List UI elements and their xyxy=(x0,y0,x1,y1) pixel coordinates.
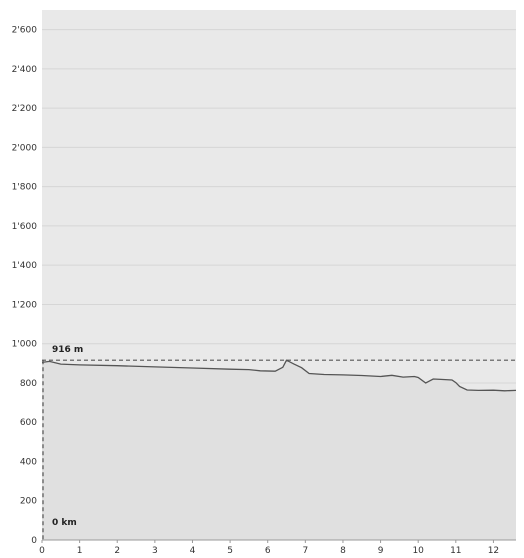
y-tick-label: 1'000 xyxy=(12,340,38,350)
x-tick-label: 9 xyxy=(378,546,384,556)
x-tick-label: 6 xyxy=(265,546,271,556)
x-tick-label: 5 xyxy=(227,546,233,556)
elevation-area xyxy=(42,360,516,540)
x-tick-label: 8 xyxy=(340,546,346,556)
y-tick-label: 0 xyxy=(31,536,37,546)
y-tick-label: 600 xyxy=(20,418,37,428)
y-tick-label: 1'600 xyxy=(12,222,38,232)
y-tick-label: 200 xyxy=(20,497,37,507)
x-tick-label: 2 xyxy=(114,546,120,556)
y-tick-label: 1'400 xyxy=(12,261,38,271)
y-tick-label: 1'800 xyxy=(12,183,38,193)
x-tick-label: 1 xyxy=(77,546,83,556)
x-tick-label: 7 xyxy=(302,546,308,556)
elevation-line xyxy=(41,359,517,392)
y-tick-label: 400 xyxy=(20,457,37,467)
x-axis-ticks: 0 1 2 3 4 5 6 7 8 9 10 11 12 xyxy=(39,540,499,556)
y-tick-label: 2'200 xyxy=(12,104,38,114)
y-axis-ticks: 0 200 400 600 800 1'000 1'200 1'400 1'600 1'800 2'… xyxy=(12,26,38,546)
y-tick-label: 2'600 xyxy=(12,26,38,36)
grid-lines xyxy=(42,29,516,502)
x-tick-label: 0 xyxy=(39,546,45,556)
x-tick-label: 11 xyxy=(450,546,461,556)
x-tick-label: 10 xyxy=(412,546,424,556)
x-tick-label: 3 xyxy=(152,546,158,556)
y-tick-label: 800 xyxy=(20,379,37,389)
y-tick-label: 2'400 xyxy=(12,65,38,75)
x-tick-label: 12 xyxy=(488,546,499,556)
reference-label: 916 m xyxy=(52,345,83,355)
y-tick-label: 2'000 xyxy=(12,143,38,153)
y-tick-label: 1'200 xyxy=(12,300,38,310)
x-tick-label: 4 xyxy=(190,546,196,556)
start-marker-label: 0 km xyxy=(52,518,77,528)
